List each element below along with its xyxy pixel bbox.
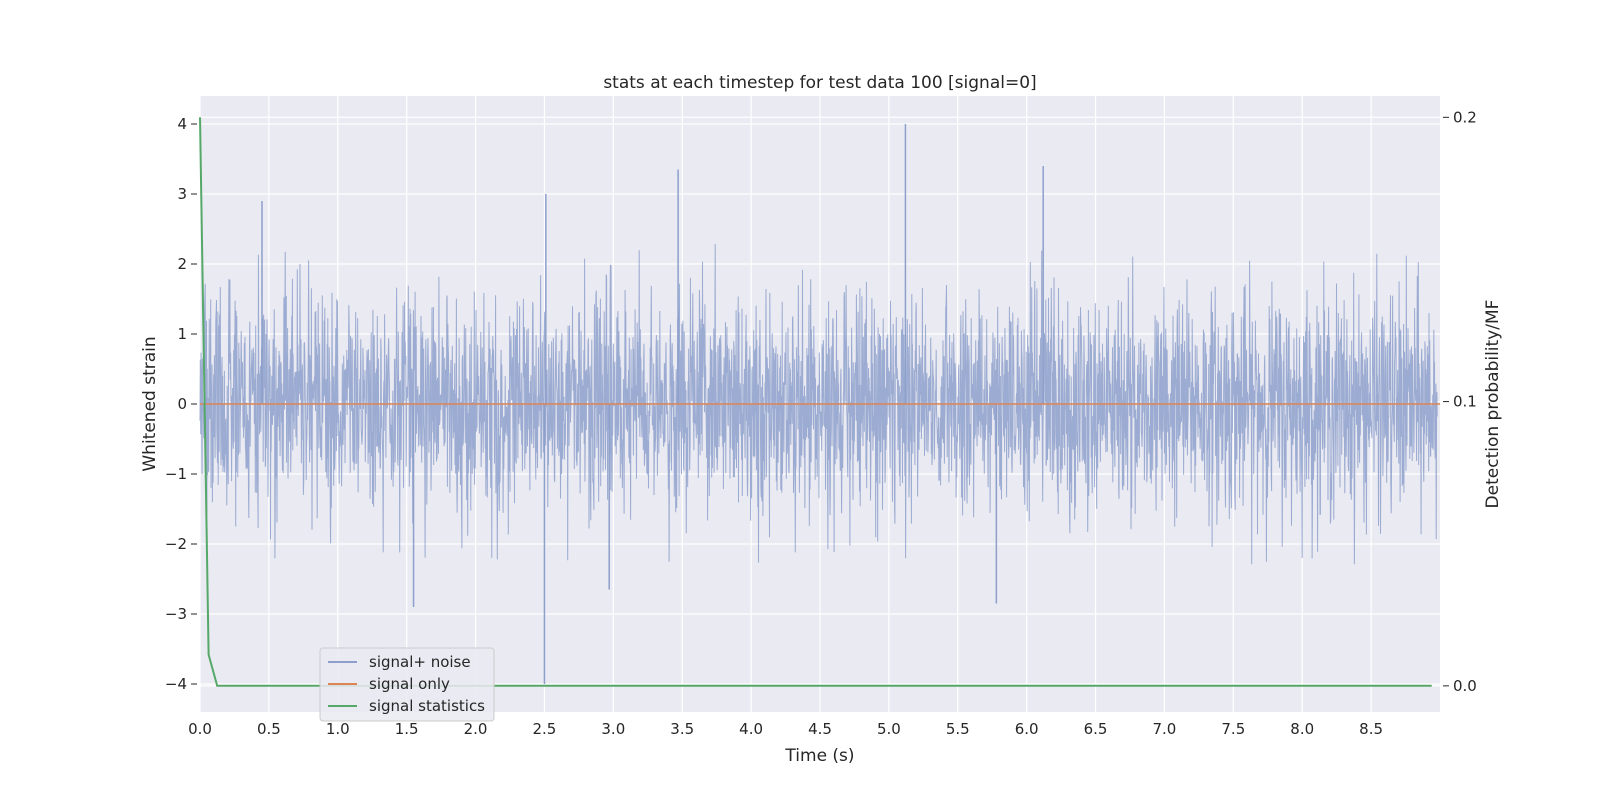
x-tick-label: 6.5 xyxy=(1084,720,1108,738)
y-tick-label: −4 xyxy=(165,675,187,693)
legend: signal+ noise signal only signal statist… xyxy=(319,647,495,722)
x-tick-label: 8.0 xyxy=(1290,720,1314,738)
y-tick-label: −2 xyxy=(165,535,187,553)
series-signal-noise xyxy=(199,124,1438,684)
x-tick-label: 1.0 xyxy=(326,720,350,738)
x-tick-label: 0.5 xyxy=(257,720,281,738)
x-tick-label: 3.5 xyxy=(670,720,694,738)
y2-tick-label: 0.1 xyxy=(1453,393,1477,411)
x-tick-label: 5.0 xyxy=(877,720,901,738)
legend-label-signal-only: signal only xyxy=(369,675,450,693)
series-signal-statistics xyxy=(199,117,1432,687)
x-tick-label: 7.0 xyxy=(1153,720,1177,738)
x-tick-label: 4.5 xyxy=(808,720,832,738)
x-tick-label: 0.0 xyxy=(188,720,212,738)
y-axis-right: 0.2 0.1 0.0 xyxy=(1443,108,1477,695)
y-tick-label: 3 xyxy=(177,185,187,203)
y2-tick-label: 0.2 xyxy=(1453,108,1477,126)
x-tick-label: 6.0 xyxy=(1015,720,1039,738)
signal-statistics-line xyxy=(199,117,1432,687)
x-tick-label: 2.0 xyxy=(464,720,488,738)
y2-tick-label: 0.0 xyxy=(1453,677,1477,695)
y-tick-label: −1 xyxy=(165,465,187,483)
legend-box xyxy=(319,647,495,722)
x-tick-label: 2.5 xyxy=(533,720,557,738)
x-tick-label: 8.5 xyxy=(1359,720,1383,738)
x-tick-label: 5.5 xyxy=(946,720,970,738)
y-tick-label: −3 xyxy=(165,605,187,623)
y-axis-title: Whitened strain xyxy=(140,336,160,471)
y-tick-label: 4 xyxy=(177,115,187,133)
y-tick-label: 0 xyxy=(177,395,187,413)
x-tick-label: 4.0 xyxy=(739,720,763,738)
y-tick-label: 2 xyxy=(177,255,187,273)
legend-label-signal-noise: signal+ noise xyxy=(369,653,471,671)
x-axis-title: Time (s) xyxy=(784,746,854,766)
x-axis: 0.0 0.5 1.0 1.5 2.0 2.5 3.0 3.5 4.0 4.5 5.0 5.5 6.0 6… xyxy=(188,720,1383,738)
y-axis-left: 4 3 2 1 0 −1 −2 −3 −4 xyxy=(165,115,197,693)
y2-axis-title: Detection probability/MF xyxy=(1483,300,1503,509)
chart-title: stats at each timestep for test data 100… xyxy=(603,73,1036,93)
legend-label-signal-statistics: signal statistics xyxy=(369,697,485,715)
x-tick-label: 1.5 xyxy=(395,720,419,738)
y-tick-label: 1 xyxy=(177,325,187,343)
x-tick-label: 3.0 xyxy=(601,720,625,738)
x-tick-label: 7.5 xyxy=(1221,720,1245,738)
signal-noise-line xyxy=(199,243,1438,565)
